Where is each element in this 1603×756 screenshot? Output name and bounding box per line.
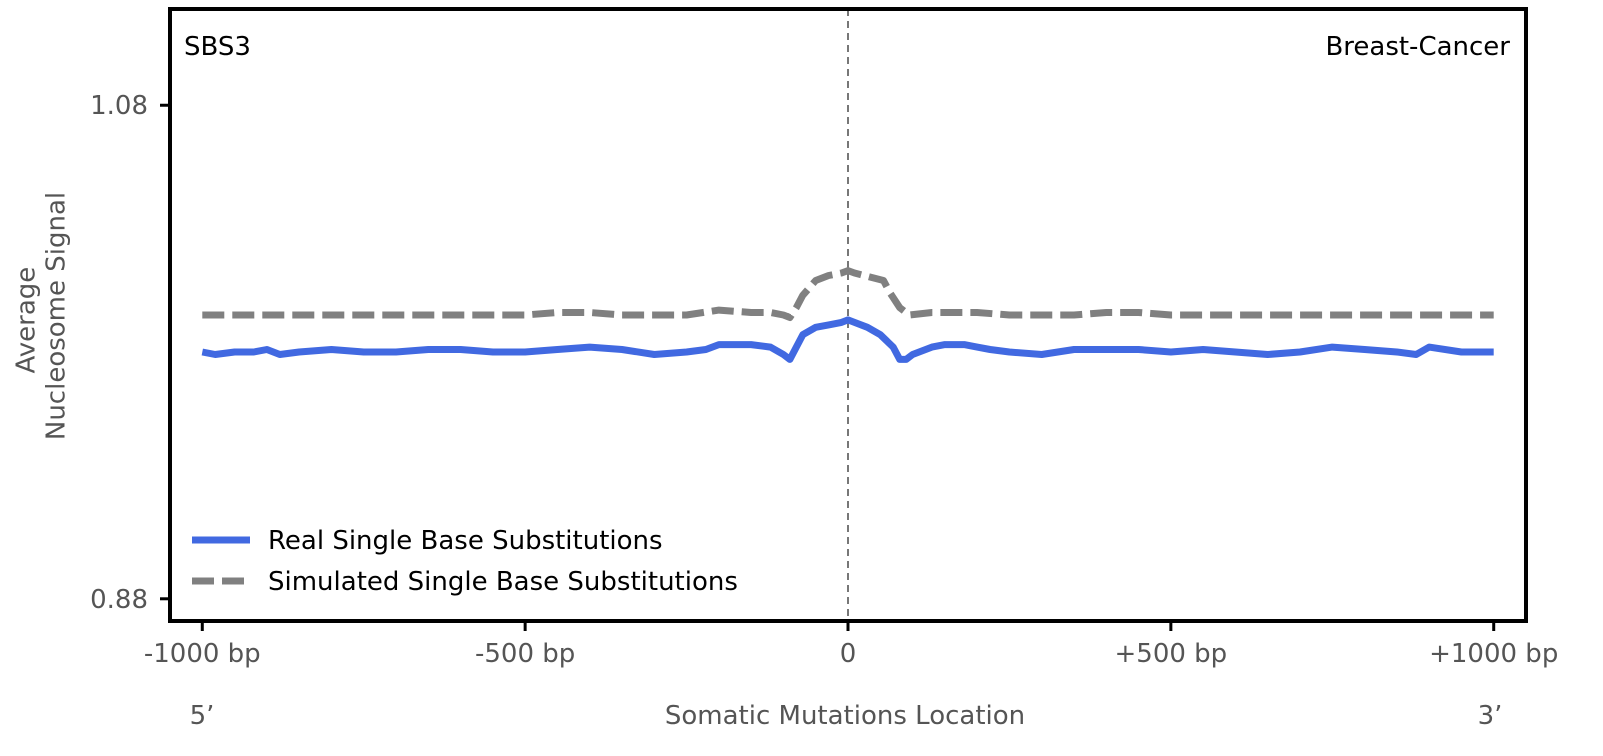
y-axis-title-line-1: Average (12, 267, 42, 374)
x-tick-label: -1000 bp (144, 639, 261, 669)
series-layer (201, 267, 1494, 363)
x-axis-title: Somatic Mutations Location (665, 701, 1025, 731)
x-end-label-5prime: 5’ (190, 701, 215, 731)
series-line-real (201, 316, 1494, 363)
x-tick-label: +500 bp (1115, 639, 1228, 669)
y-tick-label: 1.08 (90, 91, 148, 121)
x-end-label-3prime: 3’ (1478, 701, 1503, 731)
y-axis-title: Average Nucleosome Signal (12, 192, 72, 440)
y-tick-label: 0.88 (90, 585, 148, 615)
series-line-simulated (202, 267, 1494, 321)
legend-label-simulated: Simulated Single Base Substitutions (268, 567, 738, 597)
panel-label-signature: SBS3 (184, 32, 251, 62)
legend: Real Single Base Substitutions Simulated… (192, 526, 738, 597)
y-axis-title-line-2: Nucleosome Signal (42, 192, 72, 440)
x-tick-label: 0 (840, 639, 857, 669)
legend-label-real: Real Single Base Substitutions (268, 526, 663, 556)
x-tick-label: -500 bp (475, 639, 575, 669)
ticks-layer: -1000 bp -500 bp 0 +500 bp +1000 bp 0.88 1.08 (90, 91, 1558, 669)
x-tick-label: +1000 bp (1429, 639, 1558, 669)
panel-label-cancer-type: Breast-Cancer (1325, 32, 1510, 62)
